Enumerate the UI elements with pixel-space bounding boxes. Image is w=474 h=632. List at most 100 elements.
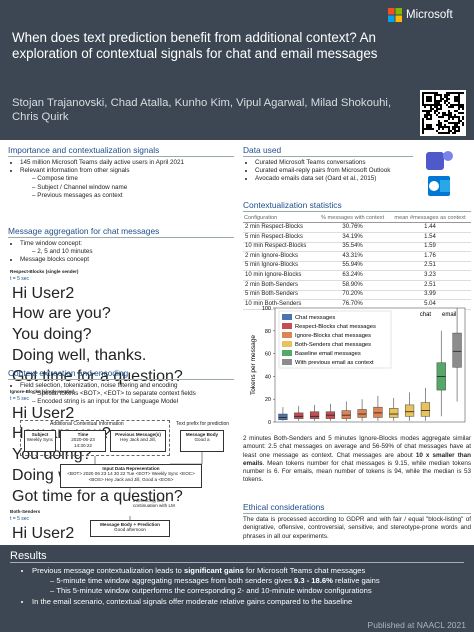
field: Subject Weekly Sync bbox=[24, 430, 56, 452]
qr-cell bbox=[462, 124, 464, 126]
qr-cell bbox=[438, 120, 440, 122]
qr-cell bbox=[452, 92, 454, 94]
qr-cell bbox=[422, 94, 424, 96]
qr-cell bbox=[422, 98, 424, 100]
qr-cell bbox=[426, 110, 428, 112]
qr-code bbox=[420, 90, 466, 136]
qr-cell bbox=[444, 102, 446, 104]
qr-cell bbox=[446, 132, 448, 134]
text: Message blocks concept bbox=[20, 256, 89, 264]
input-box: Input Data Representation <BOT> 2020 06 2… bbox=[60, 464, 202, 488]
qr-cell bbox=[430, 126, 432, 128]
qr-cell bbox=[436, 100, 438, 102]
item: Compose time bbox=[32, 175, 234, 183]
text: Previous message contextualization leads… bbox=[32, 566, 184, 575]
legend-swatch bbox=[282, 359, 292, 365]
qr-cell bbox=[454, 114, 456, 116]
qr-cell bbox=[434, 102, 436, 104]
qr-cell bbox=[444, 120, 446, 122]
qr-cell bbox=[424, 92, 426, 94]
qr-cell bbox=[458, 122, 460, 124]
cell: 2.51 bbox=[389, 280, 471, 291]
qr-cell bbox=[440, 96, 442, 98]
qr-cell bbox=[458, 96, 460, 98]
item: Subject / Channel window name bbox=[32, 184, 234, 192]
box bbox=[420, 402, 431, 417]
qr-cell bbox=[424, 106, 426, 108]
qr-cell bbox=[450, 104, 452, 106]
field-value: 2020-06-23 14:30:22 bbox=[71, 437, 95, 448]
qr-cell bbox=[448, 126, 450, 128]
qr-cell bbox=[454, 116, 456, 118]
qr-cell bbox=[446, 104, 448, 106]
qr-cell bbox=[456, 110, 458, 112]
qr-cell bbox=[458, 130, 460, 132]
legend-swatch bbox=[282, 323, 292, 329]
qr-cell bbox=[458, 94, 460, 96]
qr-cell bbox=[436, 92, 438, 94]
annotation: email bbox=[442, 312, 456, 318]
qr-cell bbox=[458, 100, 460, 102]
window: t = 5 sec bbox=[10, 395, 30, 402]
qr-cell bbox=[444, 94, 446, 96]
window: t = 5 sec bbox=[10, 515, 30, 522]
row: 5 min Ignore-Blocks 55.94% 2.51 bbox=[243, 261, 471, 272]
inference-label: Inferencing text continuation with LM bbox=[133, 498, 175, 509]
qr-cell bbox=[432, 104, 434, 106]
qr-cell bbox=[436, 114, 438, 116]
qr-cell bbox=[430, 110, 432, 112]
qr-cell bbox=[424, 114, 426, 116]
heading: Contextualization statistics bbox=[243, 200, 471, 212]
qr-cell bbox=[438, 116, 440, 118]
legend-swatch bbox=[282, 350, 292, 356]
qr-cell bbox=[438, 126, 440, 128]
qr-cell bbox=[456, 104, 458, 106]
y-tick-label: 100 bbox=[262, 306, 271, 312]
qr-cell bbox=[458, 92, 460, 94]
qr-cell bbox=[428, 114, 430, 116]
stats-table: Configuration% messages with context mean… bbox=[243, 214, 471, 310]
output-value: Good afternoon bbox=[114, 527, 146, 533]
qr-cell bbox=[452, 132, 454, 134]
msg: You doing? bbox=[10, 325, 232, 345]
text: Field selection, tokenization, noise fil… bbox=[20, 382, 178, 389]
qr-cell bbox=[430, 114, 432, 116]
field: Previous Message(s) Hey Jack and Jill, bbox=[110, 430, 166, 452]
qr-cell bbox=[430, 104, 432, 106]
heading: Data used bbox=[243, 145, 413, 157]
text-bold: 10 x smaller than emails bbox=[243, 451, 471, 467]
cell: 3.99 bbox=[389, 290, 471, 301]
qr-cell bbox=[458, 98, 460, 100]
cell: 2 min Ignore-Blocks bbox=[243, 251, 317, 262]
data-used: Data used Curated Microsoft Teams conver… bbox=[243, 145, 471, 184]
footer: Published at NAACL 2021 bbox=[367, 620, 466, 630]
qr-cell bbox=[422, 92, 424, 94]
aggregation: Message aggregation for chat messages Ti… bbox=[8, 226, 234, 627]
sublist: 2, 5 and 10 minutes bbox=[20, 248, 234, 256]
qr-cell bbox=[430, 96, 432, 98]
text-bold: significant gains bbox=[183, 566, 244, 575]
text: The data is processed according to GDPR … bbox=[243, 516, 471, 540]
legend-label: With previous email as context bbox=[295, 360, 374, 366]
qr-cell bbox=[446, 96, 448, 98]
box bbox=[404, 404, 415, 417]
qr-cell bbox=[426, 124, 428, 126]
qr-cell bbox=[456, 92, 458, 94]
legend-label: Chat messages bbox=[295, 315, 335, 321]
qr-cell bbox=[440, 126, 442, 128]
qr-cell bbox=[454, 132, 456, 134]
field-name: Previous Message(s) bbox=[115, 432, 161, 437]
qr-cell bbox=[428, 118, 430, 120]
cell: 43.31% bbox=[316, 251, 390, 262]
cell: 1.59 bbox=[389, 242, 471, 253]
qr-cell bbox=[422, 118, 424, 120]
column-header: Configuration bbox=[243, 214, 317, 224]
qr-cell bbox=[422, 128, 424, 130]
qr-cell bbox=[460, 112, 462, 114]
text: . Mean tokens number for chat messages i… bbox=[243, 459, 471, 484]
y-tick-label: 60 bbox=[265, 352, 271, 358]
list: Field selection, tokenization, noise fil… bbox=[8, 382, 234, 407]
title: When does text prediction benefit from a… bbox=[12, 30, 378, 61]
qr-cell bbox=[430, 128, 432, 130]
qr-cell bbox=[422, 120, 424, 122]
